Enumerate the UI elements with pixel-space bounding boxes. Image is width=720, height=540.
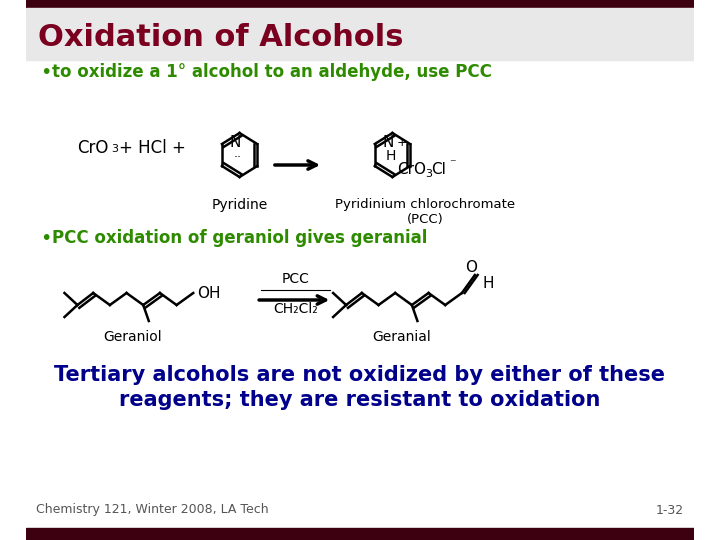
Text: H: H (385, 149, 396, 163)
Text: CrO: CrO (78, 139, 109, 157)
Text: Cl: Cl (431, 161, 446, 177)
Bar (27, 8, 693, 60)
Text: OH: OH (197, 286, 220, 300)
Text: O: O (465, 260, 477, 274)
Text: 3: 3 (425, 169, 432, 179)
Text: CH₂Cl₂: CH₂Cl₂ (273, 302, 318, 316)
Text: (PCC): (PCC) (407, 213, 444, 226)
Text: Chemistry 121, Winter 2008, LA Tech: Chemistry 121, Winter 2008, LA Tech (36, 503, 269, 516)
Text: Geranial: Geranial (372, 330, 431, 344)
Bar (27, 0, 693, 8)
Text: 1-32: 1-32 (656, 503, 684, 516)
Text: N: N (229, 135, 240, 150)
Text: Oxidation of Alcohols: Oxidation of Alcohols (37, 24, 403, 52)
Text: reagents; they are resistant to oxidation: reagents; they are resistant to oxidatio… (120, 390, 600, 410)
Text: PCC: PCC (282, 272, 309, 286)
Text: Pyridine: Pyridine (212, 198, 268, 212)
Bar (27, 528, 693, 540)
Text: N: N (382, 135, 393, 150)
Text: Pyridinium chlorochromate: Pyridinium chlorochromate (335, 198, 515, 211)
Text: H: H (482, 275, 494, 291)
Text: ⁻: ⁻ (449, 158, 456, 171)
Text: PCC oxidation of geraniol gives geranial: PCC oxidation of geraniol gives geranial (53, 229, 428, 247)
Text: Geraniol: Geraniol (104, 330, 162, 344)
Text: •: • (40, 228, 52, 247)
Text: + HCl +: + HCl + (119, 139, 186, 157)
Text: +: + (396, 136, 407, 149)
Text: ..: .. (234, 147, 242, 160)
Text: •: • (40, 63, 52, 82)
Text: 3: 3 (111, 144, 118, 154)
Text: Tertiary alcohols are not oxidized by either of these: Tertiary alcohols are not oxidized by ei… (55, 365, 665, 385)
Text: CrO: CrO (397, 161, 426, 177)
Text: to oxidize a 1° alcohol to an aldehyde, use PCC: to oxidize a 1° alcohol to an aldehyde, … (53, 63, 492, 81)
